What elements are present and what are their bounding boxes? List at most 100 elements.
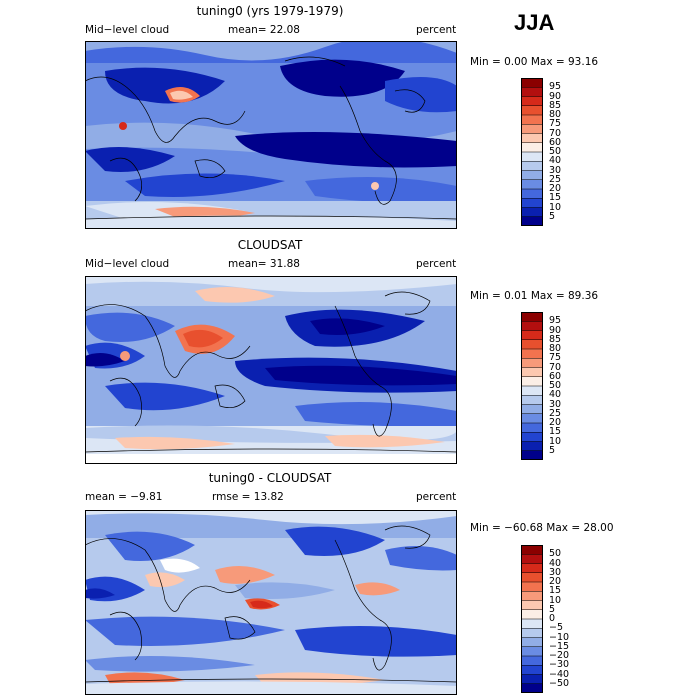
colorbar-swatch (521, 189, 543, 199)
colorbar-swatch (521, 124, 543, 134)
colorbar-tick-label: 70 (549, 127, 562, 139)
colorbar-swatch (521, 179, 543, 190)
colorbar-tick-label: 60 (549, 370, 562, 382)
colorbar-tick-label: −15 (549, 640, 570, 652)
colorbar-tick-label: 0 (549, 613, 556, 624)
colorbar-tick-label: 80 (549, 109, 562, 120)
colorbar-swatch (521, 105, 543, 116)
colorbar-swatch (521, 170, 543, 181)
colorbar-swatch (521, 198, 543, 208)
colorbar-swatch (521, 395, 543, 405)
colorbar-tick-label: 15 (549, 426, 562, 438)
panel-1-colorbar (521, 78, 543, 226)
panel-3-min-max: Min = −60.68 Max = 28.00 (470, 522, 614, 534)
colorbar-swatch (521, 96, 543, 107)
colorbar-tick-label: 10 (549, 594, 562, 606)
season-label: JJA (514, 10, 555, 35)
colorbar-swatch (521, 413, 543, 424)
panel-3-units-label: percent (416, 491, 457, 503)
colorbar-tick-label: −30 (549, 659, 570, 671)
colorbar-tick-label: 85 (549, 99, 562, 111)
colorbar-swatch (521, 572, 543, 583)
colorbar-tick-label: 5 (549, 603, 556, 615)
colorbar-tick-label: −20 (549, 650, 570, 661)
colorbar-tick-label: 80 (549, 343, 562, 354)
colorbar-tick-label: 15 (549, 192, 562, 204)
colorbar-swatch (521, 376, 543, 387)
panel-2-variable-label: Mid−level cloud (85, 258, 170, 270)
colorbar-swatch (521, 441, 543, 452)
colorbar-tick-label: 30 (549, 164, 562, 176)
colorbar-swatch (521, 386, 543, 396)
panel-1-map (85, 41, 457, 229)
panel-3-title: tuning0 - CLOUDSAT (208, 471, 332, 485)
colorbar-swatch (521, 637, 543, 648)
colorbar-swatch (521, 133, 543, 144)
colorbar-tick-label: 90 (549, 90, 562, 102)
colorbar-tick-label: −5 (549, 622, 564, 634)
colorbar-tick-label: 95 (549, 315, 562, 327)
colorbar-tick-label: 85 (549, 333, 562, 345)
colorbar-swatch (521, 665, 543, 675)
colorbar-swatch (521, 216, 543, 226)
colorbar-swatch (521, 87, 543, 97)
colorbar-swatch (521, 554, 543, 564)
colorbar-tick-label: 5 (549, 210, 556, 222)
colorbar-tick-label: 10 (549, 435, 562, 447)
colorbar-tick-label: −40 (549, 668, 570, 680)
colorbar-tick-label: 15 (549, 585, 562, 597)
colorbar-tick-label: 20 (549, 576, 562, 587)
colorbar-swatch (521, 619, 543, 629)
colorbar-swatch (521, 656, 543, 666)
colorbar-tick-label: −10 (549, 631, 570, 643)
colorbar-swatch (521, 207, 543, 218)
panel-2-units-label: percent (416, 258, 457, 270)
colorbar-swatch (521, 78, 543, 88)
panel-1-mean-label: mean= 22.08 (228, 24, 300, 36)
colorbar-swatch (521, 312, 543, 322)
colorbar-tick-label: 30 (549, 566, 562, 578)
panel-2-map (85, 276, 457, 464)
panel-2-title: CLOUDSAT (237, 238, 303, 252)
panel-1-units-label: percent (416, 24, 457, 36)
colorbar-tick-label: 75 (549, 118, 562, 130)
panel-3-map (85, 510, 457, 695)
colorbar-tick-label: 50 (549, 380, 562, 391)
colorbar-tick-label: 40 (549, 155, 562, 167)
colorbar-swatch (521, 152, 543, 162)
colorbar-swatch (521, 563, 543, 574)
panel-3-colorbar (521, 545, 543, 693)
colorbar-swatch (521, 404, 543, 415)
colorbar-swatch (521, 423, 543, 433)
colorbar-swatch (521, 330, 543, 341)
colorbar-tick-label: 95 (549, 81, 562, 93)
colorbar-swatch (521, 674, 543, 685)
colorbar-swatch (521, 450, 543, 460)
colorbar-swatch (521, 349, 543, 359)
colorbar-tick-label: 20 (549, 183, 562, 194)
colorbar-tick-label: 90 (549, 324, 562, 336)
colorbar-swatch (521, 367, 543, 378)
panel-3-mean-label: mean = −9.81 (85, 491, 163, 503)
colorbar-tick-label: 50 (549, 548, 562, 560)
colorbar-tick-label: 25 (549, 407, 562, 419)
colorbar-tick-label: −50 (549, 677, 570, 689)
colorbar-tick-label: 50 (549, 146, 562, 157)
colorbar-tick-label: 30 (549, 398, 562, 410)
colorbar-tick-label: 25 (549, 173, 562, 185)
colorbar-swatch (521, 545, 543, 555)
panel-2-colorbar (521, 312, 543, 460)
panel-1-title: tuning0 (yrs 1979-1979) (196, 4, 344, 18)
colorbar-tick-label: 5 (549, 444, 556, 456)
colorbar-swatch (521, 432, 543, 442)
colorbar-swatch (521, 321, 543, 331)
colorbar-swatch (521, 358, 543, 368)
colorbar-swatch (521, 161, 543, 171)
colorbar-tick-label: 40 (549, 389, 562, 401)
panel-2-mean-label: mean= 31.88 (228, 258, 300, 270)
colorbar-tick-label: 70 (549, 361, 562, 373)
colorbar-swatch (521, 609, 543, 620)
colorbar-swatch (521, 591, 543, 601)
colorbar-swatch (521, 646, 543, 657)
colorbar-tick-label: 20 (549, 417, 562, 428)
